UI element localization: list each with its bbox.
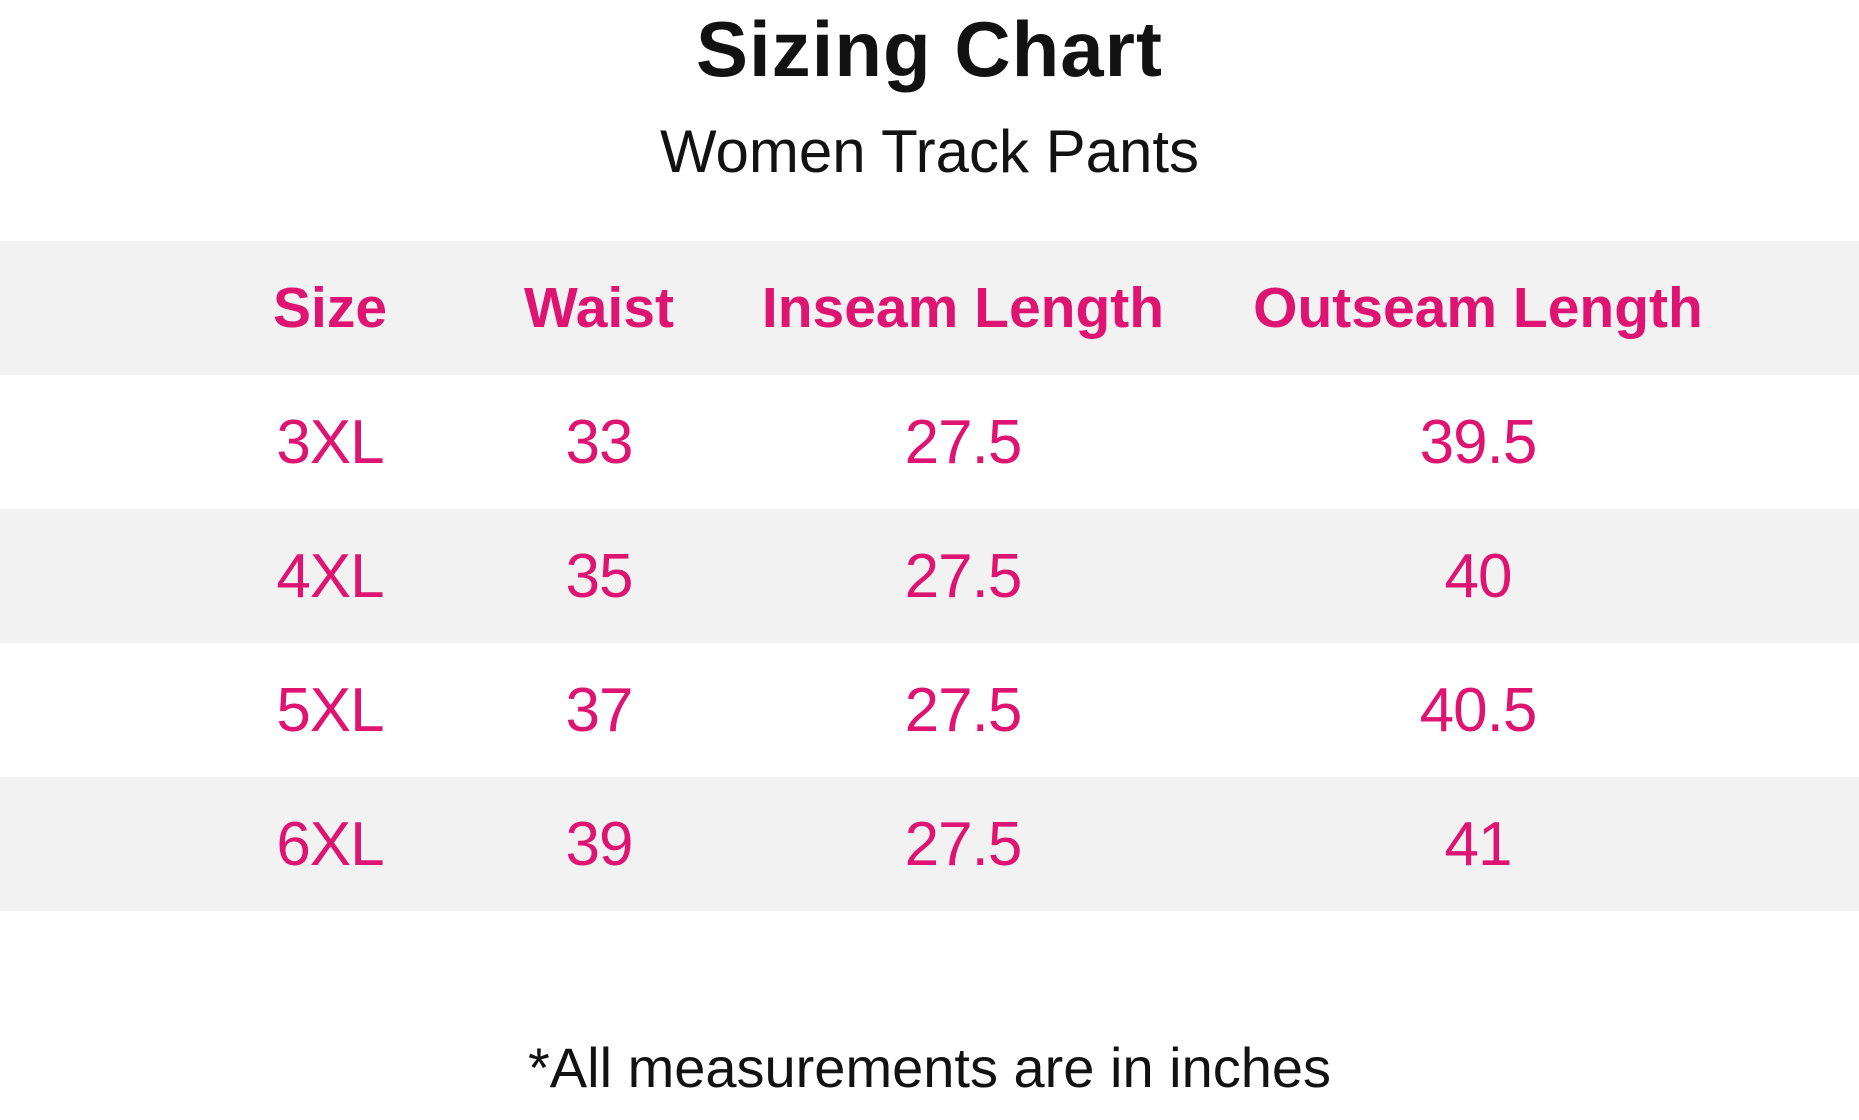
- table-row: 6XL 39 27.5 41: [0, 777, 1859, 912]
- table-row: 5XL 37 27.5 40.5: [0, 643, 1859, 778]
- table-cell: 35: [565, 541, 634, 611]
- header-cell-waist: Waist: [524, 276, 674, 341]
- header-cell-size: Size: [272, 276, 388, 341]
- sizing-table: Size Waist Inseam Length Outseam Length 3XL…: [0, 241, 1859, 912]
- table-cell: 39: [565, 809, 634, 879]
- table-cell: 41: [1444, 809, 1513, 879]
- table-cell: 27.5: [904, 675, 1023, 745]
- table-header-row: Size Waist Inseam Length Outseam Length: [0, 241, 1859, 376]
- table-cell: 37: [565, 675, 634, 745]
- table-cell: 40: [1444, 541, 1513, 611]
- header-cell-inseam-length: Inseam Length: [761, 276, 1165, 341]
- table-cell: 33: [565, 407, 634, 477]
- table-cell: 5XL: [276, 675, 384, 745]
- table-cell: 27.5: [904, 809, 1023, 879]
- header-cell-outseam-length: Outseam Length: [1253, 276, 1703, 341]
- table-cell: 3XL: [276, 407, 384, 477]
- measurements-footnote: *All measurements are in inches: [527, 1036, 1332, 1100]
- table-row: 3XL 33 27.5 39.5: [0, 375, 1859, 510]
- page-title: Sizing Chart: [695, 5, 1163, 93]
- table-cell: 27.5: [904, 407, 1023, 477]
- table-cell: 39.5: [1419, 407, 1538, 477]
- page-subtitle: Women Track Pants: [659, 118, 1200, 186]
- table-cell: 40.5: [1419, 675, 1538, 745]
- table-cell: 6XL: [276, 809, 384, 879]
- table-cell: 4XL: [276, 541, 384, 611]
- table-cell: 27.5: [904, 541, 1023, 611]
- table-row: 4XL 35 27.5 40: [0, 509, 1859, 644]
